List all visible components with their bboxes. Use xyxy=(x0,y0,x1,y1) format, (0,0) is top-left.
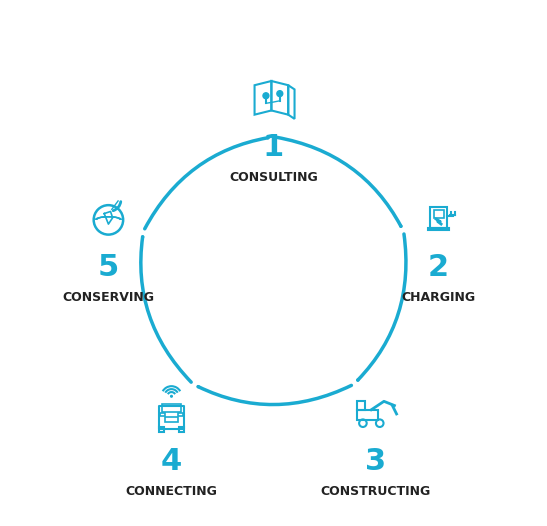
Text: CONSERVING: CONSERVING xyxy=(62,291,154,304)
FancyArrowPatch shape xyxy=(145,138,268,229)
Text: CONSTRUCTING: CONSTRUCTING xyxy=(321,485,430,498)
Text: 3: 3 xyxy=(365,447,386,476)
Text: 5: 5 xyxy=(98,252,119,282)
Bar xyxy=(434,210,444,218)
Bar xyxy=(162,404,181,412)
Circle shape xyxy=(277,90,283,97)
Bar xyxy=(159,428,164,432)
Text: 2: 2 xyxy=(428,252,449,282)
Bar xyxy=(428,228,449,230)
FancyArrowPatch shape xyxy=(141,237,191,382)
FancyArrowPatch shape xyxy=(113,201,121,211)
Bar xyxy=(178,413,183,416)
Bar xyxy=(179,428,184,432)
Bar xyxy=(430,207,447,228)
Text: CONNECTING: CONNECTING xyxy=(125,485,217,498)
Bar xyxy=(165,417,178,421)
Text: CHARGING: CHARGING xyxy=(401,291,476,304)
Circle shape xyxy=(263,93,269,99)
Circle shape xyxy=(171,396,172,397)
Text: 4: 4 xyxy=(161,447,182,476)
FancyArrowPatch shape xyxy=(358,234,406,380)
FancyArrowPatch shape xyxy=(198,386,351,404)
Bar xyxy=(357,401,365,410)
FancyArrowPatch shape xyxy=(276,137,401,226)
Bar xyxy=(160,413,165,416)
Bar xyxy=(159,406,184,429)
Bar xyxy=(357,410,377,420)
Text: CONSULTING: CONSULTING xyxy=(229,171,318,184)
Text: 1: 1 xyxy=(263,133,284,162)
